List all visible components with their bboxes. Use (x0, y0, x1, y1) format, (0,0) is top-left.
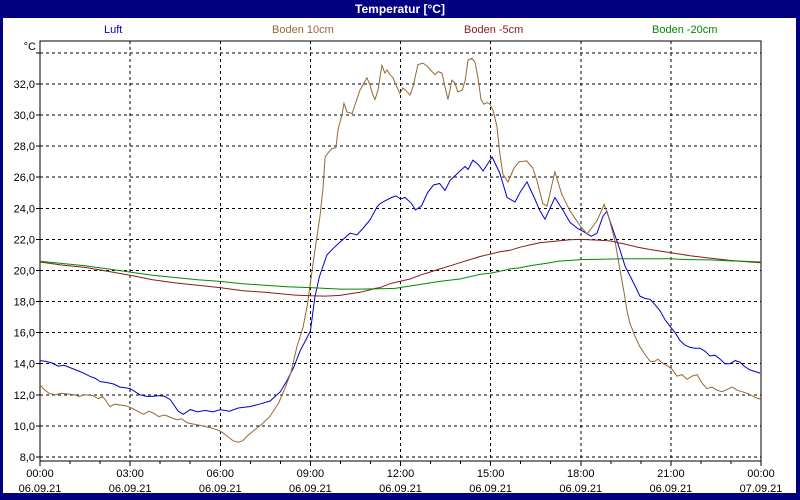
legend-item-boden--5cm: Boden -5cm (464, 24, 524, 36)
x-tick-time: 06:00 (206, 468, 234, 480)
title-bar: Temperatur [°C] (0, 0, 800, 18)
window-border-right (796, 18, 800, 500)
y-tick-label: 32,0 (14, 79, 35, 91)
y-tick-label: 18,0 (14, 297, 35, 309)
x-tick-time: 03:00 (116, 468, 144, 480)
x-tick-time: 15:00 (477, 468, 505, 480)
y-axis-unit: °C (24, 41, 36, 53)
legend-item-luft: Luft (104, 24, 123, 36)
y-tick-label: 12,0 (14, 390, 35, 402)
legend-item-boden-10cm: Boden 10cm (272, 24, 334, 36)
y-tick-label: 10,0 (14, 421, 35, 433)
x-tick-time: 12:00 (387, 468, 415, 480)
y-tick-label: 28,0 (14, 141, 35, 153)
y-tick-label: 8,0 (20, 452, 35, 464)
y-tick-label: 22,0 (14, 234, 35, 246)
window-border-bottom (0, 493, 800, 500)
window-title: Temperatur [°C] (355, 2, 445, 16)
y-tick-label: 20,0 (14, 265, 35, 277)
legend-item-boden--20cm: Boden -20cm (652, 24, 718, 36)
window-border-left (0, 18, 3, 500)
x-tick-date: 06.09.21 (469, 483, 512, 495)
x-tick-date: 06.09.21 (379, 483, 422, 495)
x-tick-time: 09:00 (297, 468, 325, 480)
legend: Luft Boden 10cm Boden -5cm Boden -20cm (0, 24, 800, 38)
x-tick-date: 06.09.21 (199, 483, 242, 495)
x-tick-date: 07.09.21 (740, 483, 783, 495)
x-tick-time: 18:00 (567, 468, 595, 480)
y-tick-label: 30,0 (14, 110, 35, 122)
series-boden-10cm (39, 57, 762, 443)
x-tick-date: 06.09.21 (559, 483, 602, 495)
x-tick-date: 06.09.21 (649, 483, 692, 495)
y-tick-label: 14,0 (14, 359, 35, 371)
y-tick-label: 16,0 (14, 328, 35, 340)
x-tick-date: 06.09.21 (289, 483, 332, 495)
x-tick-time: 00:00 (747, 468, 775, 480)
series-boden--20cm (39, 258, 762, 290)
x-tick-date: 06.09.21 (109, 483, 152, 495)
y-tick-label: 26,0 (14, 172, 35, 184)
series-luft (39, 155, 761, 415)
x-tick-time: 00:00 (26, 468, 54, 480)
x-tick-date: 06.09.21 (19, 483, 62, 495)
series-boden--5cm (39, 238, 762, 297)
y-tick-label: 24,0 (14, 203, 35, 215)
x-tick-time: 21:00 (657, 468, 685, 480)
